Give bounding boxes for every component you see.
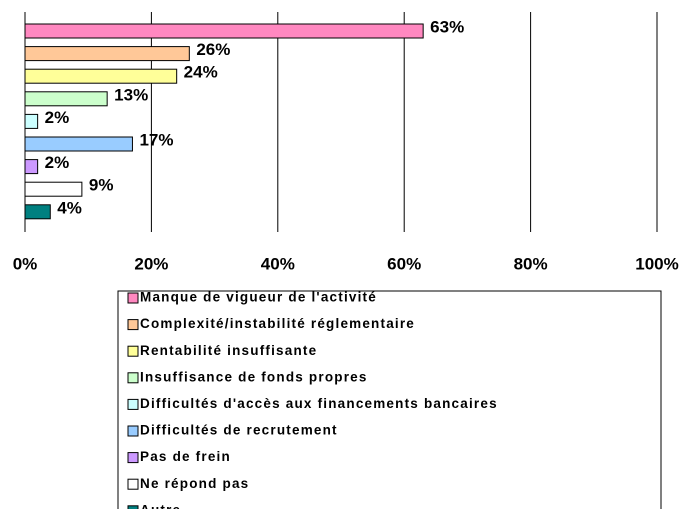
x-tick-label: 40% — [261, 254, 295, 273]
legend-box — [117, 290, 662, 509]
value-label: 26% — [196, 40, 230, 59]
bar — [24, 91, 108, 107]
value-label: 4% — [57, 198, 82, 217]
bar — [24, 46, 190, 62]
bar — [24, 113, 39, 129]
x-tick-label: 20% — [134, 254, 168, 273]
value-label: 17% — [139, 130, 173, 149]
legend-swatch — [127, 505, 139, 509]
bar — [24, 23, 424, 39]
value-label: 24% — [184, 63, 218, 82]
legend-label: Complexité/instabilité réglementaire — [140, 316, 415, 331]
bar — [24, 136, 133, 152]
legend-label: Autre — [140, 502, 181, 509]
legend-swatch — [127, 398, 139, 410]
value-label: 13% — [114, 85, 148, 104]
value-label: 2% — [45, 153, 70, 172]
value-label: 2% — [45, 108, 70, 127]
legend-swatch — [127, 292, 139, 304]
value-label: 9% — [89, 176, 114, 195]
legend-label: Difficultés de recrutement — [140, 423, 338, 438]
x-tick-label: 100% — [635, 254, 678, 273]
bar — [24, 68, 178, 84]
legend-swatch — [127, 425, 139, 437]
legend-swatch — [127, 478, 139, 490]
value-label: 63% — [430, 17, 464, 36]
legend-label: Ne répond pas — [140, 476, 249, 491]
x-tick-label: 60% — [387, 254, 421, 273]
x-tick-label: 80% — [514, 254, 548, 273]
bar — [24, 159, 39, 175]
bar — [24, 181, 83, 197]
legend-swatch — [127, 452, 139, 464]
legend-label: Difficultés d'accès aux financements ban… — [140, 396, 498, 411]
legend-label: Insuffisance de fonds propres — [140, 369, 368, 384]
legend-label: Manque de vigueur de l'activité — [140, 290, 377, 305]
legend-swatch — [127, 319, 139, 331]
legend-swatch — [127, 345, 139, 357]
legend-label: Rentabilité insuffisante — [140, 343, 317, 358]
bar — [24, 204, 51, 220]
x-tick-label: 0% — [13, 254, 38, 273]
legend-label: Pas de frein — [140, 449, 231, 464]
legend-swatch — [127, 372, 139, 384]
